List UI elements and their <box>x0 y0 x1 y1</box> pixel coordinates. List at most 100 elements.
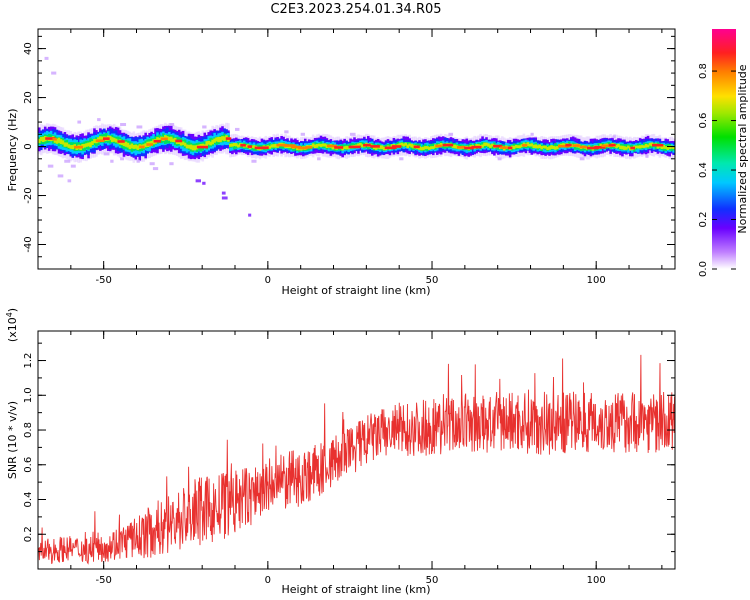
spectrogram-cell <box>625 146 628 150</box>
spectrogram-cell <box>317 143 321 147</box>
spectrogram-cell <box>514 144 518 148</box>
spectrogram-cell <box>410 143 413 148</box>
spectrogram-speck <box>120 123 127 127</box>
spectrogram-cell <box>374 146 378 150</box>
spectrogram-cell <box>209 141 212 146</box>
spectrogram-cell <box>548 146 551 150</box>
spectrogram-cell <box>164 135 167 140</box>
spectrogram-cell <box>171 138 175 143</box>
spectrogram-cell <box>481 144 484 148</box>
spectrogram-speck <box>97 118 101 122</box>
spectrogram-peak <box>363 143 371 147</box>
spectrogram-cell <box>640 145 644 148</box>
spectrogram-cell <box>648 143 652 149</box>
spectrogram-peak <box>52 137 57 141</box>
spectrogram-cell <box>168 136 171 141</box>
spectrogram-y-tick-label: -40 <box>23 236 34 252</box>
spectrogram-peak <box>276 143 288 147</box>
spectrogram-cell <box>670 145 673 149</box>
spectrogram-cell <box>544 145 547 149</box>
spectrogram-cell <box>128 144 132 150</box>
spectrogram-cell <box>38 138 41 144</box>
spectrogram-speck <box>103 152 110 156</box>
spectrogram-speck <box>202 181 206 185</box>
spectrogram-cell <box>313 144 317 149</box>
spectrogram-peak <box>507 146 513 150</box>
spectrogram-cell <box>223 136 226 141</box>
spectrogram-cell <box>475 144 478 148</box>
spectrogram-speck <box>248 213 252 217</box>
spectrogram-cell <box>39 137 43 142</box>
spectrogram-cell <box>274 143 277 148</box>
spectrogram-cell <box>432 143 435 149</box>
spectrogram-cell <box>130 143 134 149</box>
spectrogram-peak <box>146 143 153 146</box>
spectrogram-cell <box>187 144 191 149</box>
spectrogram-peak <box>74 145 83 149</box>
spectrogram-cell <box>526 142 530 147</box>
snr-y-tick-label: 0.6 <box>23 457 34 473</box>
spectrogram-cell <box>173 137 177 143</box>
spectrogram-cell <box>638 145 642 149</box>
spectrogram-x-tick-label: 100 <box>587 275 606 286</box>
spectrogram-cell <box>518 145 522 149</box>
spectrogram-cell <box>195 145 199 150</box>
spectrogram-cell <box>621 145 624 150</box>
spectrogram-speck <box>195 179 201 183</box>
spectrogram-peak <box>290 145 302 149</box>
spectrogram-x-tick-label: 0 <box>265 275 271 286</box>
spectrogram-speck <box>645 154 649 158</box>
spectrogram-cell <box>321 143 325 147</box>
spectrogram-speck <box>44 56 49 60</box>
spectrogram-peak <box>384 146 397 150</box>
spectrogram-cell <box>644 143 648 148</box>
spectrogram-cell <box>185 144 189 149</box>
spectrogram-cell <box>530 143 534 147</box>
colorbar-tick-label: 0.0 <box>698 261 709 277</box>
spectrogram-cell <box>623 146 626 150</box>
spectrogram-peak <box>558 144 570 148</box>
spectrogram-cell <box>341 147 344 151</box>
snr-y-tick-label: 1.2 <box>23 353 34 369</box>
spectrogram-cell <box>550 145 553 149</box>
spectrogram-cell <box>215 137 218 142</box>
spectrogram-cell <box>483 142 486 147</box>
spectrogram-cell <box>211 139 214 145</box>
spectrogram-y-tick-label: -20 <box>23 187 34 203</box>
spectrogram-peak <box>117 140 125 143</box>
spectrogram-cell <box>390 144 394 148</box>
spectrogram-peak <box>45 137 56 140</box>
spectrogram-speck <box>497 157 502 161</box>
colorbar-tick-label: 0.2 <box>698 212 709 228</box>
spectrogram-speck <box>448 132 454 136</box>
spectrogram-peak <box>160 137 168 141</box>
spectrogram-cell <box>231 143 234 147</box>
spectrogram-speck <box>64 159 71 163</box>
spectrogram-cell <box>189 144 193 150</box>
spectrogram-cell <box>61 140 65 145</box>
spectrogram-cell <box>406 144 409 149</box>
spectrogram-cell <box>428 146 431 150</box>
spectrogram-cell <box>528 143 532 147</box>
spectrogram-cell <box>453 144 457 149</box>
spectrogram-cell <box>319 143 323 147</box>
spectrogram-cell <box>156 137 159 143</box>
spectrogram-speck <box>169 162 174 166</box>
spectrogram-cell <box>83 143 86 148</box>
spectrogram-speck <box>235 127 240 131</box>
spectrogram-cell <box>599 143 603 148</box>
spectrogram-cell <box>85 143 88 147</box>
spectrogram-x-tick-label: -50 <box>95 275 111 286</box>
spectrogram-speck <box>77 120 82 124</box>
spectrogram-cell <box>120 141 124 146</box>
spectrogram-cell <box>554 143 557 150</box>
spectrogram-cell <box>398 143 402 147</box>
spectrogram-speck <box>149 162 155 166</box>
spectrogram-peak <box>435 144 442 148</box>
spectrogram-cell <box>91 141 94 145</box>
spectrogram-speck <box>110 159 114 163</box>
spectrogram-cell <box>534 144 538 149</box>
spectrogram-cell <box>660 145 664 150</box>
spectrogram-speck <box>136 125 143 129</box>
spectrogram-peak <box>326 144 337 148</box>
